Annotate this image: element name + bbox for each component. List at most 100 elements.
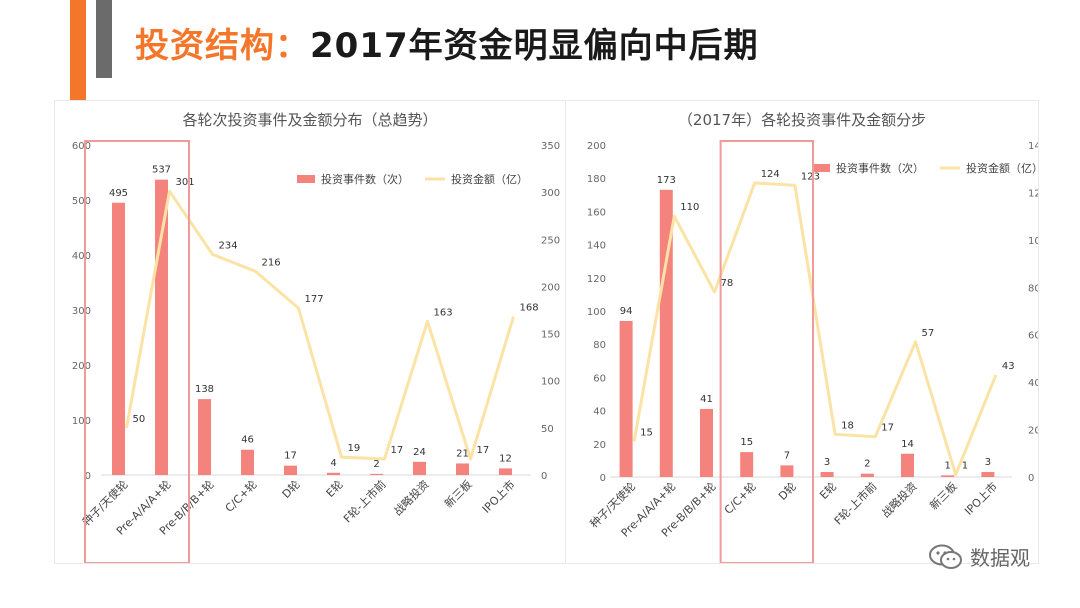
bar-data-label: 537 <box>152 165 171 176</box>
y-right-tick-label: 100 <box>541 377 560 388</box>
y-right-tick-label: 300 <box>541 188 560 199</box>
y-right-tick-label: 120 <box>1028 188 1038 199</box>
bar-data-label: 41 <box>700 394 713 405</box>
line-data-label: 234 <box>219 240 238 251</box>
line-data-label: 1 <box>962 461 968 472</box>
y-left-tick-label: 100 <box>587 307 606 318</box>
y-right-tick-label: 60 <box>1028 331 1038 342</box>
y-right-tick-label: 350 <box>541 141 560 152</box>
y-left-tick-label: 180 <box>587 174 606 185</box>
bar <box>941 475 955 477</box>
bar-data-label: 14 <box>901 439 914 450</box>
line-data-label: 17 <box>477 445 490 456</box>
category-label: IPO上市 <box>479 477 518 516</box>
bar-data-label: 2 <box>373 459 379 470</box>
bar <box>327 472 340 475</box>
line-data-label: 17 <box>881 423 894 434</box>
y-right-tick-label: 200 <box>541 282 560 293</box>
y-right-tick-label: 20 <box>1028 426 1038 437</box>
page-title-accent: 投资结构： <box>135 26 310 66</box>
y-left-tick-label: 100 <box>72 416 91 427</box>
y-left-tick-label: 0 <box>600 473 606 484</box>
bar-data-label: 173 <box>657 175 676 186</box>
category-label: C/C+轮 <box>222 477 260 515</box>
category-label: 战略投资 <box>879 479 920 520</box>
y-left-tick-label: 200 <box>587 141 606 152</box>
y-left-tick-label: 400 <box>72 251 91 262</box>
chart-title: 各轮次投资事件及金额分布（总趋势） <box>182 111 437 129</box>
legend-label-bar: 投资事件数（次） <box>836 161 924 175</box>
page-title-main: 2017年资金明显偏向中后期 <box>310 26 759 66</box>
y-left-tick-label: 20 <box>593 440 606 451</box>
bar-data-label: 17 <box>284 451 297 462</box>
chart-panel-2017: （2017年）各轮投资事件及金额分步 0 20 40 60 80 100 120 140 160 1… <box>565 100 1047 564</box>
bar <box>370 473 383 475</box>
bar <box>456 463 469 475</box>
bar <box>820 472 834 477</box>
bar-data-label: 7 <box>784 450 790 461</box>
y-left-tick-label: 80 <box>593 340 606 351</box>
y-right-tick-label: 40 <box>1028 378 1038 389</box>
bar <box>700 408 713 477</box>
y-left-tick-label: 500 <box>72 196 91 207</box>
y-left-tick-label: 60 <box>593 373 606 384</box>
bar-data-label: 12 <box>499 453 512 464</box>
bar <box>112 202 125 475</box>
category-label: 新三板 <box>927 479 960 512</box>
y-right-tick-label: 50 <box>541 424 554 435</box>
category-label: C/C+轮 <box>721 479 759 517</box>
line-data-label: 57 <box>922 328 935 339</box>
page-title: 投资结构：2017年资金明显偏向中后期 <box>135 18 759 67</box>
bar <box>780 465 794 477</box>
category-label: E轮 <box>817 479 840 502</box>
bar-data-label: 46 <box>241 435 254 446</box>
bar <box>901 453 914 477</box>
wechat-icon <box>929 544 962 569</box>
chart-overall: 各轮次投资事件及金额分布（总趋势） 0 100 200 300 400 500 600 0 50 1… <box>72 111 560 564</box>
category-label: 战略投资 <box>391 477 432 518</box>
y-right-tick-label: 80 <box>1028 283 1038 294</box>
line-data-label: 17 <box>391 445 404 456</box>
legend-swatch-bar <box>297 175 315 183</box>
category-label: D轮 <box>775 479 799 503</box>
chart-title: （2017年）各轮投资事件及金额分步 <box>678 111 926 129</box>
line-data-label: 50 <box>133 414 146 425</box>
y-left-tick-label: 160 <box>587 207 606 218</box>
y-left-tick-label: 40 <box>593 407 606 418</box>
category-label: IPO上市 <box>961 479 1000 518</box>
bar <box>413 461 426 475</box>
line-data-label: 18 <box>841 420 854 431</box>
bar-data-label: 138 <box>195 384 214 395</box>
y-right-tick-label: 100 <box>1028 236 1038 247</box>
y-left-tick-label: 300 <box>72 306 91 317</box>
category-label: F轮-上市前 <box>831 479 879 527</box>
category-label: F轮-上市前 <box>340 477 388 525</box>
bar <box>860 473 874 477</box>
bar-data-label: 2 <box>864 459 870 470</box>
line-data-label: 177 <box>305 294 324 305</box>
line-data-label: 123 <box>801 171 820 182</box>
y-right-tick-label: 140 <box>1028 141 1038 152</box>
line-data-label: 301 <box>176 177 195 188</box>
bar <box>198 399 211 475</box>
line-data-label: 19 <box>348 443 361 454</box>
y-right-tick-label: 0 <box>1028 473 1034 484</box>
y-left-tick-label: 140 <box>587 241 606 252</box>
line-data-label: 216 <box>262 257 281 268</box>
line-data-label: 15 <box>640 427 653 438</box>
watermark-text: 数据观 <box>970 546 1030 570</box>
y-right-tick-label: 150 <box>541 330 560 341</box>
watermark: 数据观 <box>928 542 1030 571</box>
line-series-amount <box>632 181 998 477</box>
legend-label-line: 投资金额（亿） <box>966 161 1038 175</box>
bar-data-label: 4 <box>330 458 336 469</box>
bar <box>981 472 995 477</box>
line-data-label: 43 <box>1002 361 1015 372</box>
bar <box>740 452 754 477</box>
line-series-amount <box>125 189 515 461</box>
category-label: D轮 <box>279 477 303 501</box>
chart-panel-overall: 各轮次投资事件及金额分布（总趋势） 0 100 200 300 400 500 600 0 50 1… <box>54 100 566 564</box>
bar-data-label: 94 <box>620 306 633 317</box>
category-label: 新三板 <box>441 477 474 510</box>
y-left-tick-label: 600 <box>72 141 91 152</box>
